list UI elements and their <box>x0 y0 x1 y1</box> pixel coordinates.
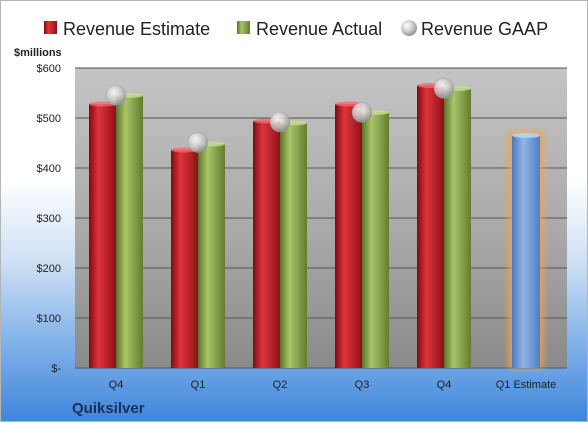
bar-q1-estimate <box>512 135 540 368</box>
x-tick-label: Q4 <box>437 379 452 391</box>
legend-label-revenue-actual: Revenue Actual <box>256 19 382 39</box>
bar-revenue-estimate <box>171 150 198 368</box>
gaap-marker <box>433 78 455 99</box>
x-axis-tick-labels: Q4 Q1 Q2 Q3 Q4 Q1 Estimate <box>109 379 557 391</box>
legend-label-revenue-gaap: Revenue GAAP <box>421 19 548 39</box>
y-tick-label: $500 <box>37 113 61 125</box>
legend-marker-revenue-gaap <box>401 20 417 36</box>
bar-revenue-estimate <box>253 121 280 368</box>
y-tick-label: $300 <box>37 213 61 225</box>
company-name: Quiksilver <box>72 400 145 417</box>
legend-label-revenue-estimate: Revenue Estimate <box>63 19 210 39</box>
gridlines <box>75 67 567 369</box>
bar-revenue-actual <box>444 88 471 368</box>
bar-revenue-actual <box>280 123 307 368</box>
bar-revenue-actual <box>362 112 389 368</box>
legend-swatch-revenue-actual <box>237 21 250 34</box>
gaap-marker <box>105 85 127 106</box>
gaap-marker <box>269 111 291 133</box>
bar-revenue-actual <box>116 95 143 368</box>
gaap-markers <box>105 78 455 153</box>
y-tick-label: $100 <box>37 313 61 325</box>
y-tick-label: $400 <box>37 163 61 175</box>
bar-revenue-actual <box>198 144 225 368</box>
legend: Revenue Estimate Revenue Actual Revenue … <box>44 19 548 39</box>
y-tick-label: $- <box>51 363 61 375</box>
x-tick-label: Q4 <box>109 379 124 391</box>
y-axis-unit-label: $millions <box>14 47 62 59</box>
y-tick-label: $200 <box>37 263 61 275</box>
bar-revenue-estimate <box>335 104 362 368</box>
gaap-marker <box>351 102 373 123</box>
x-tick-label: Q3 <box>355 379 370 391</box>
bar-q1-estimate-top <box>512 133 540 138</box>
y-tick-label: $600 <box>37 63 61 75</box>
bars <box>89 83 544 368</box>
x-tick-label: Q1 Estimate <box>496 379 557 391</box>
bar-revenue-estimate <box>417 85 444 368</box>
x-tick-label: Q1 <box>191 379 206 391</box>
bar-revenue-estimate <box>89 104 116 368</box>
legend-swatch-revenue-estimate <box>44 21 57 34</box>
y-axis-tick-labels: $- $100 $200 $300 $400 $500 $600 <box>37 63 62 375</box>
gaap-marker <box>187 132 209 153</box>
x-tick-label: Q2 <box>273 379 288 391</box>
